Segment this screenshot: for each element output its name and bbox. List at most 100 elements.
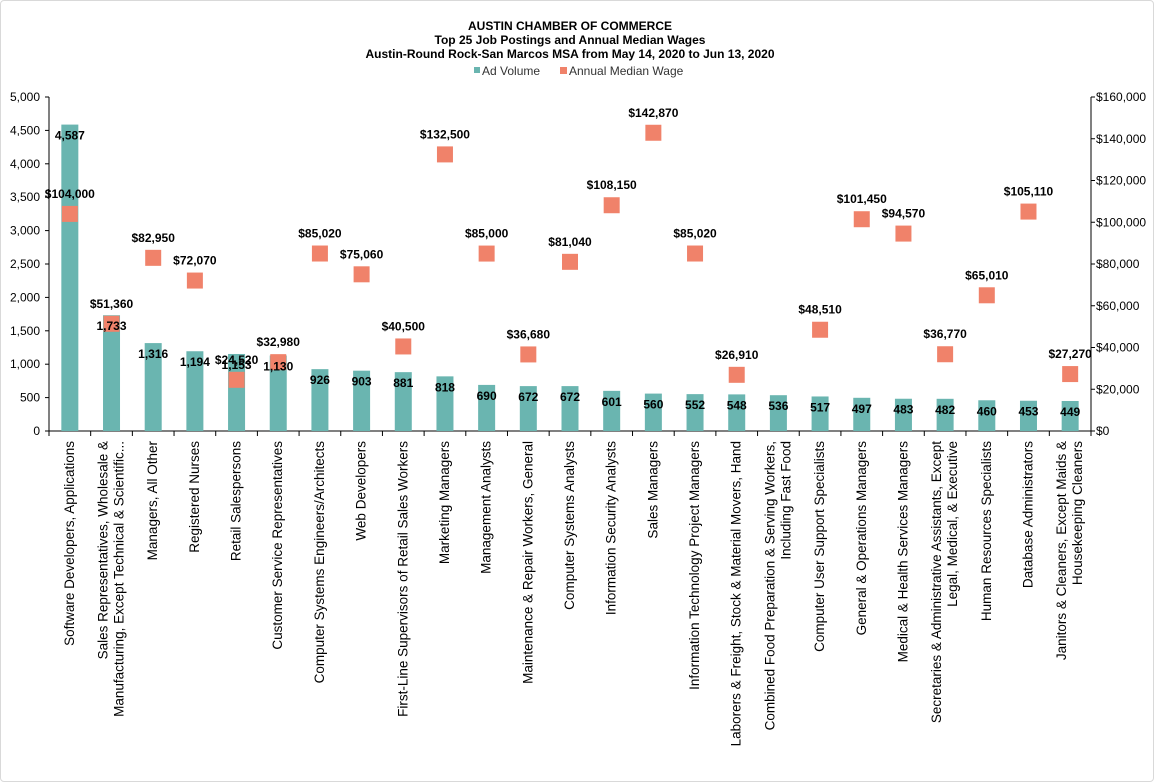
ad-volume-bars [61, 124, 1079, 431]
left-axis: 0 500 1,000 1,500 2,000 2,500 3,000 3,500 4,000 4… [10, 90, 1092, 438]
wage-label: $101,450 [837, 192, 887, 206]
ad-volume-label: 601 [602, 395, 622, 409]
wage-label: $142,870 [628, 106, 678, 120]
category-label: Management Analysts [479, 441, 494, 574]
ad-volume-bar [686, 394, 704, 431]
wage-marker [895, 225, 912, 242]
category-label: Laborers & Freight, Stock & Material Mov… [729, 441, 744, 746]
left-tick-label: 500 [20, 391, 40, 405]
ad-volume-labels: 4,587 1,733 1,316 1,194 1,153 1,130 926 903 881 8… [55, 129, 1081, 419]
wage-label: $36,770 [923, 327, 967, 341]
category-label: Computer Systems Analysts [562, 441, 577, 610]
wage-marker [1062, 366, 1079, 383]
wage-marker [687, 245, 704, 262]
category-label: Secretaries & Administrative Assistants,… [929, 441, 944, 723]
wage-label: $24,520 [215, 353, 259, 367]
ad-volume-bar [978, 400, 996, 431]
ad-volume-label: 1,130 [263, 360, 293, 374]
ad-volume-label: 449 [1060, 405, 1080, 419]
wage-marker [311, 245, 328, 262]
category-label: Information Technology Project Managers [687, 441, 702, 690]
left-tick-label: 5,000 [10, 90, 40, 104]
left-tick-label: 4,000 [10, 157, 40, 171]
right-tick-label: $140,000 [1096, 132, 1146, 146]
ad-volume-bar [853, 397, 871, 431]
ad-volume-bar [894, 398, 912, 431]
wage-label: $40,500 [382, 319, 426, 333]
wage-marker [1020, 203, 1037, 220]
ad-volume-bar [936, 398, 954, 431]
ad-volume-bar [728, 394, 746, 431]
left-tick-label: 1,000 [10, 357, 40, 371]
category-label: Software Developers, Applications [62, 441, 77, 646]
legend-label-ad-volume: Ad Volume [482, 64, 540, 78]
wage-marker [395, 338, 412, 355]
category-label: Customer Service Representatives [270, 441, 285, 650]
left-tick-label: 3,000 [10, 224, 40, 238]
wage-marker [520, 346, 537, 363]
ad-volume-bar [394, 372, 412, 431]
category-label: Database Administrators [1020, 441, 1035, 588]
ad-volume-bar [769, 395, 787, 431]
ad-volume-label: 497 [852, 402, 872, 416]
right-tick-label: $120,000 [1096, 174, 1146, 188]
ad-volume-label: 560 [643, 398, 663, 412]
category-label: Legal, Medical, & Executive [945, 441, 960, 607]
ad-volume-label: 536 [768, 399, 788, 413]
ad-volume-bar [311, 369, 329, 431]
category-label: Combined Food Preparation & Serving Work… [762, 441, 777, 730]
ad-volume-bar [353, 370, 371, 431]
wage-marker [978, 287, 995, 304]
wage-marker [145, 249, 162, 266]
right-tick-label: $60,000 [1096, 299, 1140, 313]
category-label: Human Resources Specialists [979, 441, 994, 621]
category-label: Manufacturing, Except Technical & Scient… [112, 441, 127, 717]
wage-label: $105,110 [1004, 185, 1054, 199]
wage-label: $27,270 [1048, 347, 1092, 361]
wage-marker [562, 253, 578, 270]
ad-volume-bar [436, 376, 454, 431]
right-tick-label: $100,000 [1096, 215, 1146, 229]
ad-volume-bar [269, 355, 287, 431]
category-label: Web Developers [354, 441, 369, 541]
right-axis: $0 $20,000 $40,000 $60,000 $80,000 $100,000 $1… [1090, 90, 1146, 438]
category-label: Marketing Managers [437, 441, 452, 564]
legend: Ad Volume Annual Median Wage [474, 64, 684, 78]
ad-volume-label: 483 [893, 403, 913, 417]
ad-volume-label: 460 [977, 404, 997, 418]
ad-volume-label: 517 [810, 400, 830, 414]
ad-volume-bar [561, 386, 579, 431]
category-labels: Software Developers, Applications Sales R… [62, 441, 1085, 747]
left-tick-label: 0 [33, 424, 40, 438]
ad-volume-bar [644, 393, 662, 431]
wage-label: $104,000 [45, 187, 95, 201]
wage-label: $85,000 [465, 227, 509, 241]
ad-volume-bar [186, 351, 204, 431]
wage-label: $75,060 [340, 247, 384, 261]
wage-label: $48,510 [798, 303, 842, 317]
wage-label: $36,680 [507, 327, 551, 341]
category-label: Sales Managers [645, 441, 660, 539]
ad-volume-bar [478, 384, 496, 431]
category-label: Sales Representatives, Wholesale & [96, 441, 111, 659]
category-label: Janitors & Cleaners, Except Maids & [1054, 441, 1069, 660]
wage-label: $94,570 [882, 207, 926, 221]
ad-volume-label: 548 [727, 398, 747, 412]
wage-marker [270, 354, 287, 371]
wage-label: $32,980 [257, 335, 301, 349]
right-tick-label: $80,000 [1096, 257, 1140, 271]
right-tick-label: $40,000 [1096, 341, 1140, 355]
category-label: Information Security Analysts [604, 441, 619, 615]
wage-marker [103, 315, 120, 332]
wage-label: $82,950 [132, 231, 176, 245]
ad-volume-bar [519, 386, 537, 431]
category-label: Retail Salespersons [229, 441, 244, 561]
wage-label: $81,040 [548, 235, 592, 249]
ad-volume-bar [811, 396, 829, 431]
ad-volume-label: 1,316 [138, 347, 168, 361]
ad-volume-label: 818 [435, 380, 455, 394]
wage-label: $108,150 [587, 178, 637, 192]
category-label: Housekeeping Cleaners [1070, 441, 1085, 585]
wage-label: $85,020 [298, 227, 342, 241]
